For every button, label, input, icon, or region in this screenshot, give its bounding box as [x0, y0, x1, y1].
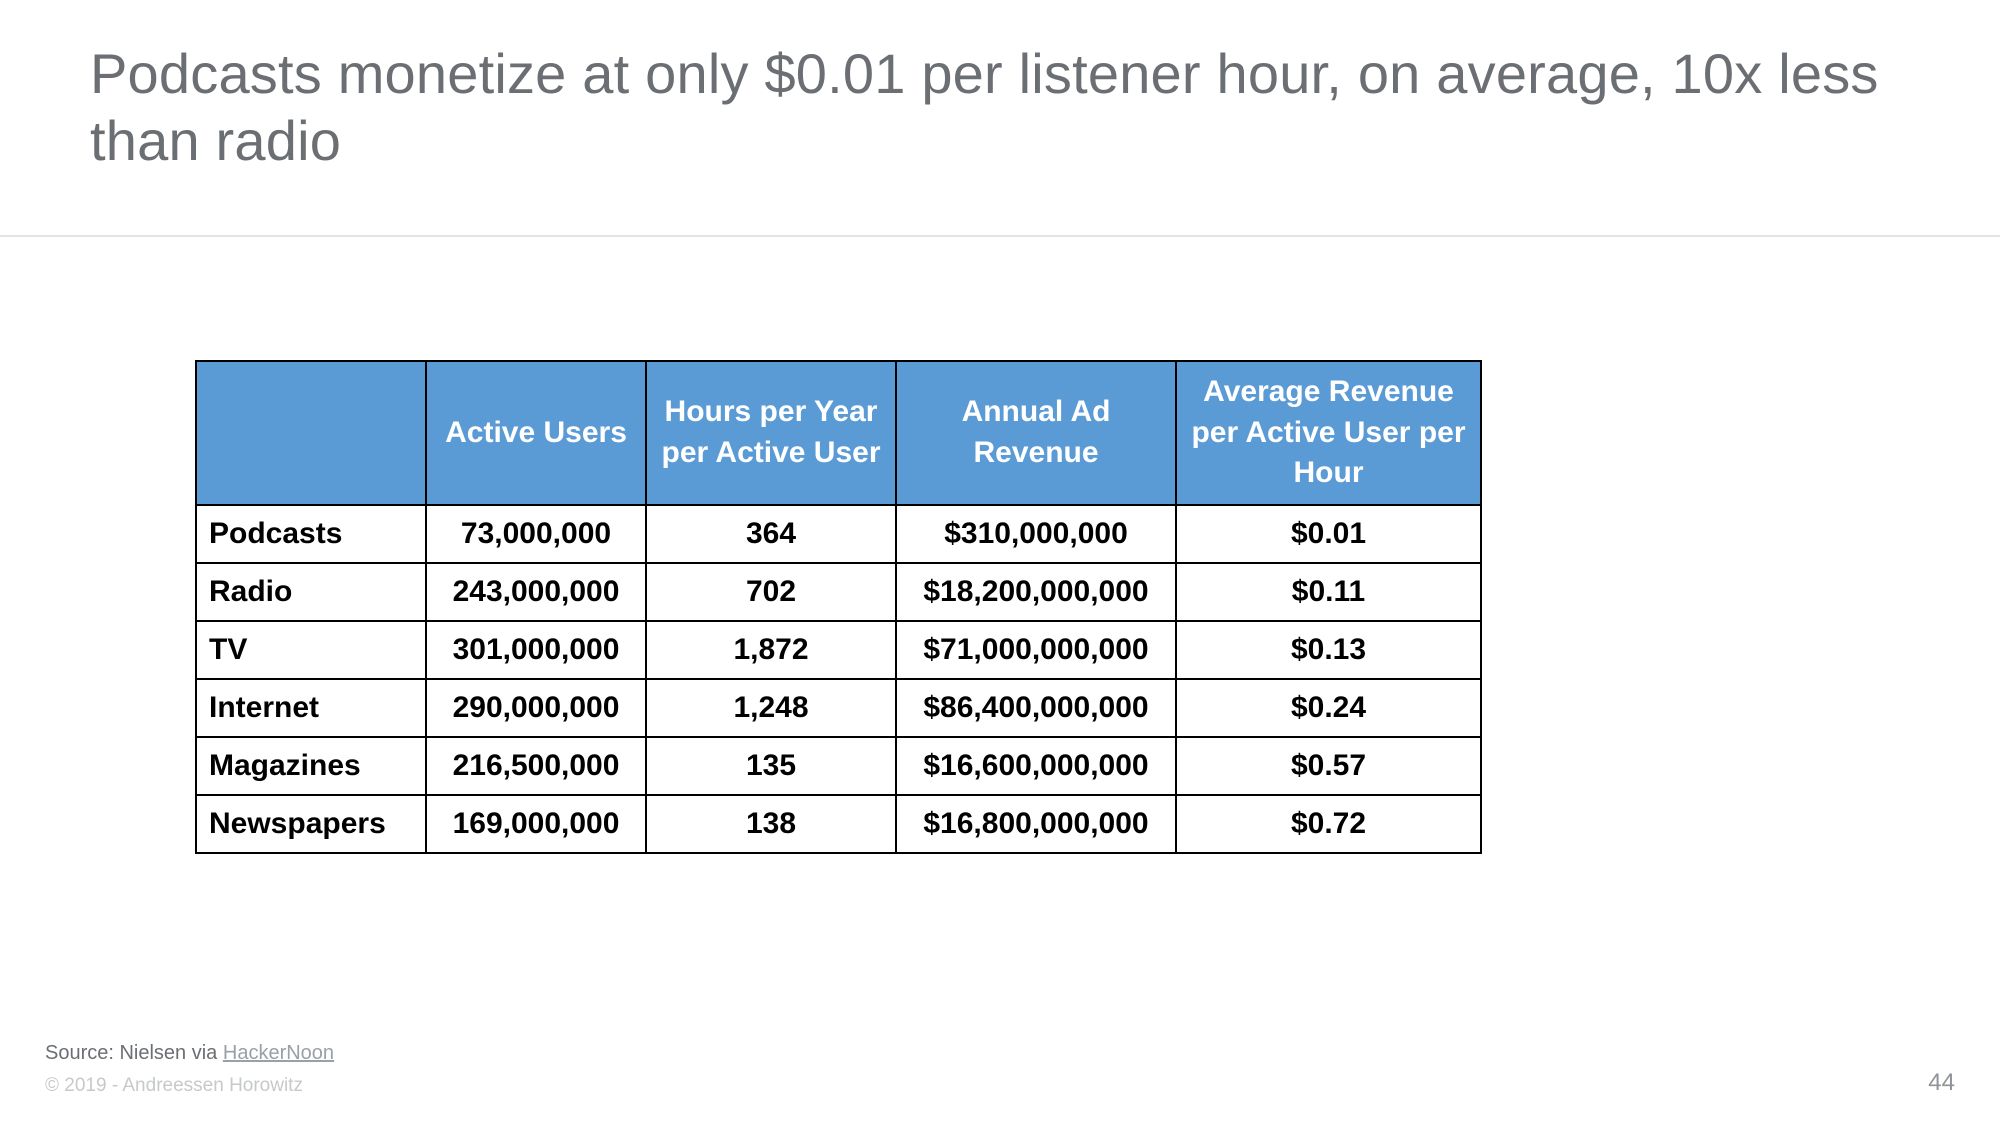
- cell-avg-rev: $0.57: [1176, 737, 1481, 795]
- cell-hours: 1,248: [646, 679, 896, 737]
- table-row: Internet 290,000,000 1,248 $86,400,000,0…: [196, 679, 1481, 737]
- row-label: Podcasts: [196, 505, 426, 563]
- page-number: 44: [1928, 1069, 1955, 1097]
- cell-revenue: $16,600,000,000: [896, 737, 1176, 795]
- cell-avg-rev: $0.13: [1176, 621, 1481, 679]
- title-divider: [0, 235, 2000, 237]
- cell-avg-rev: $0.72: [1176, 795, 1481, 853]
- cell-hours: 364: [646, 505, 896, 563]
- source-prefix: Source: Nielsen via: [45, 1042, 223, 1064]
- table-row: Podcasts 73,000,000 364 $310,000,000 $0.…: [196, 505, 1481, 563]
- cell-hours: 135: [646, 737, 896, 795]
- row-label: Radio: [196, 563, 426, 621]
- cell-avg-rev: $0.11: [1176, 563, 1481, 621]
- table-row: TV 301,000,000 1,872 $71,000,000,000 $0.…: [196, 621, 1481, 679]
- col-header-annual-ad-revenue: Annual Ad Revenue: [896, 361, 1176, 505]
- row-label: Magazines: [196, 737, 426, 795]
- cell-active-users: 243,000,000: [426, 563, 646, 621]
- cell-active-users: 73,000,000: [426, 505, 646, 563]
- table-row: Radio 243,000,000 702 $18,200,000,000 $0…: [196, 563, 1481, 621]
- source-attribution: Source: Nielsen via HackerNoon: [45, 1042, 334, 1065]
- row-label: Internet: [196, 679, 426, 737]
- cell-revenue: $310,000,000: [896, 505, 1176, 563]
- cell-hours: 702: [646, 563, 896, 621]
- slide-title: Podcasts monetize at only $0.01 per list…: [90, 40, 1940, 174]
- row-label: Newspapers: [196, 795, 426, 853]
- col-header-blank: [196, 361, 426, 505]
- cell-revenue: $71,000,000,000: [896, 621, 1176, 679]
- cell-hours: 138: [646, 795, 896, 853]
- cell-active-users: 216,500,000: [426, 737, 646, 795]
- cell-revenue: $86,400,000,000: [896, 679, 1176, 737]
- cell-active-users: 301,000,000: [426, 621, 646, 679]
- cell-active-users: 169,000,000: [426, 795, 646, 853]
- cell-hours: 1,872: [646, 621, 896, 679]
- table-row: Newspapers 169,000,000 138 $16,800,000,0…: [196, 795, 1481, 853]
- row-label: TV: [196, 621, 426, 679]
- copyright-text: © 2019 - Andreessen Horowitz: [45, 1075, 303, 1097]
- table-header-row: Active Users Hours per Year per Active U…: [196, 361, 1481, 505]
- col-header-avg-rev-per-hour: Average Revenue per Active User per Hour: [1176, 361, 1481, 505]
- cell-avg-rev: $0.01: [1176, 505, 1481, 563]
- table-row: Magazines 216,500,000 135 $16,600,000,00…: [196, 737, 1481, 795]
- cell-revenue: $18,200,000,000: [896, 563, 1176, 621]
- cell-revenue: $16,800,000,000: [896, 795, 1176, 853]
- cell-active-users: 290,000,000: [426, 679, 646, 737]
- cell-avg-rev: $0.24: [1176, 679, 1481, 737]
- source-link[interactable]: HackerNoon: [223, 1042, 334, 1064]
- col-header-hours-per-year: Hours per Year per Active User: [646, 361, 896, 505]
- col-header-active-users: Active Users: [426, 361, 646, 505]
- media-revenue-table: Active Users Hours per Year per Active U…: [195, 360, 1482, 854]
- media-revenue-table-container: Active Users Hours per Year per Active U…: [195, 360, 1480, 854]
